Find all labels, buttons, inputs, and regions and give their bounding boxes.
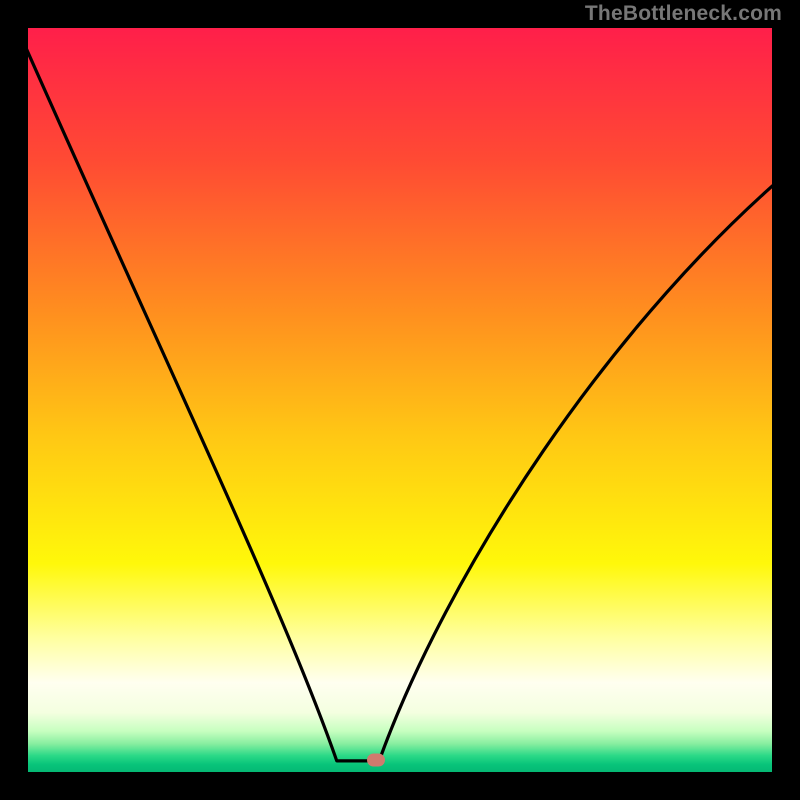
plot-area bbox=[28, 28, 772, 772]
chart-container: TheBottleneck.com bbox=[0, 0, 800, 800]
bottleneck-curve bbox=[28, 28, 772, 772]
minimum-marker bbox=[367, 754, 385, 767]
curve-path bbox=[28, 28, 772, 761]
watermark-label: TheBottleneck.com bbox=[585, 2, 782, 26]
